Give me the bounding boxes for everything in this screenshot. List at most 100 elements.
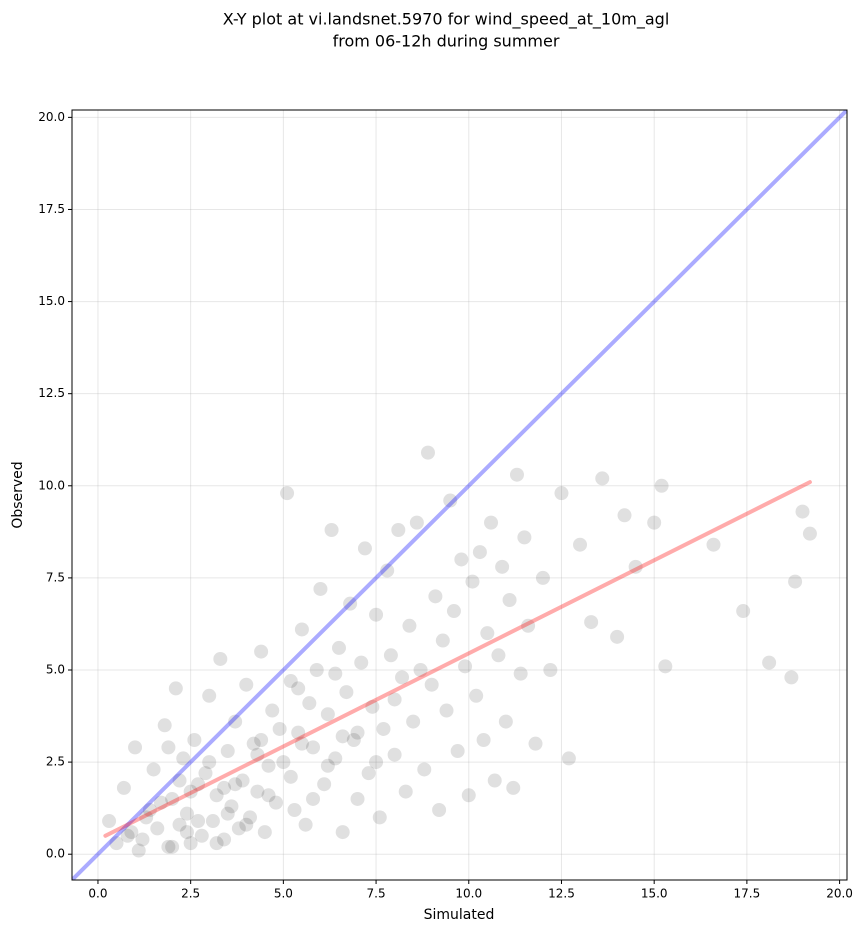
point: [435, 633, 450, 648]
point: [736, 604, 751, 619]
point: [369, 755, 384, 770]
point: [194, 828, 209, 843]
point: [220, 806, 235, 821]
point: [254, 733, 269, 747]
point: [302, 696, 317, 711]
point: [509, 467, 524, 482]
point: [461, 788, 476, 803]
point: [198, 766, 213, 781]
line: [103, 480, 812, 838]
point: [183, 836, 198, 851]
point: [261, 788, 276, 803]
point: [521, 618, 536, 633]
point: [228, 777, 243, 792]
point: [246, 736, 261, 751]
y-tick-label: 0.0: [46, 847, 65, 861]
point: [157, 718, 172, 733]
point: [191, 777, 206, 792]
chart-subtitle: from 06-12h during summer: [333, 32, 560, 51]
point: [231, 821, 246, 836]
point: [458, 659, 473, 674]
point: [346, 733, 361, 747]
point: [498, 714, 513, 729]
point: [283, 674, 298, 689]
point: [535, 570, 550, 585]
point: [179, 806, 194, 821]
point: [287, 803, 302, 817]
point: [428, 589, 443, 604]
point: [213, 651, 228, 666]
y-tick-label: 2.5: [46, 755, 65, 769]
point: [272, 721, 287, 736]
y-tick-label: 5.0: [46, 663, 65, 677]
point: [179, 825, 194, 840]
point: [339, 685, 354, 700]
point: [291, 681, 306, 696]
chart-title: X-Y plot at vi.landsnet.5970 for wind_sp…: [223, 10, 670, 30]
point: [469, 688, 484, 703]
point: [146, 762, 161, 777]
y-tick-label: 10.0: [38, 478, 65, 492]
point: [187, 733, 202, 747]
point: [309, 663, 324, 677]
point: [328, 751, 343, 766]
point: [209, 836, 224, 851]
point: [268, 795, 283, 810]
y-axis-label: Observed: [10, 461, 26, 528]
point: [391, 523, 406, 537]
point: [658, 659, 673, 674]
x-tick-label: 20.0: [826, 887, 853, 901]
point: [317, 777, 332, 792]
point: [135, 832, 150, 847]
point: [168, 681, 183, 696]
point: [372, 810, 387, 825]
point: [454, 552, 469, 567]
point: [465, 574, 480, 589]
point: [294, 622, 309, 637]
point: [306, 740, 321, 755]
point: [354, 655, 369, 670]
point: [365, 699, 380, 714]
point: [762, 655, 777, 670]
point: [413, 663, 428, 677]
x-tick-label: 0.0: [88, 887, 107, 901]
point: [172, 773, 187, 788]
point: [432, 803, 447, 817]
x-axis-label: Simulated: [424, 907, 495, 923]
point: [476, 733, 491, 747]
point: [472, 545, 487, 560]
point: [183, 784, 198, 799]
point: [380, 563, 395, 578]
y-tick-label: 7.5: [46, 570, 65, 584]
point: [584, 615, 599, 630]
point: [276, 755, 291, 770]
y-tick-label: 20.0: [38, 110, 65, 124]
x-tick-label: 17.5: [734, 887, 761, 901]
point: [224, 799, 239, 814]
point: [480, 626, 495, 641]
y-tick-label: 15.0: [38, 294, 65, 308]
point: [484, 515, 499, 530]
point: [228, 714, 243, 729]
point: [306, 791, 321, 806]
point: [450, 744, 465, 759]
point: [250, 747, 265, 762]
point: [543, 663, 558, 677]
point: [313, 581, 328, 596]
point: [165, 791, 180, 806]
point: [142, 803, 157, 817]
point: [513, 666, 528, 681]
point: [335, 729, 350, 744]
point: [357, 541, 372, 556]
point: [350, 725, 365, 740]
point: [116, 780, 131, 795]
x-tick-label: 5.0: [274, 887, 293, 901]
point: [402, 618, 417, 633]
point: [420, 445, 435, 460]
point: [239, 677, 254, 692]
point: [387, 747, 402, 762]
point: [161, 740, 176, 755]
point: [595, 471, 610, 486]
point: [795, 504, 810, 519]
point: [109, 836, 124, 851]
